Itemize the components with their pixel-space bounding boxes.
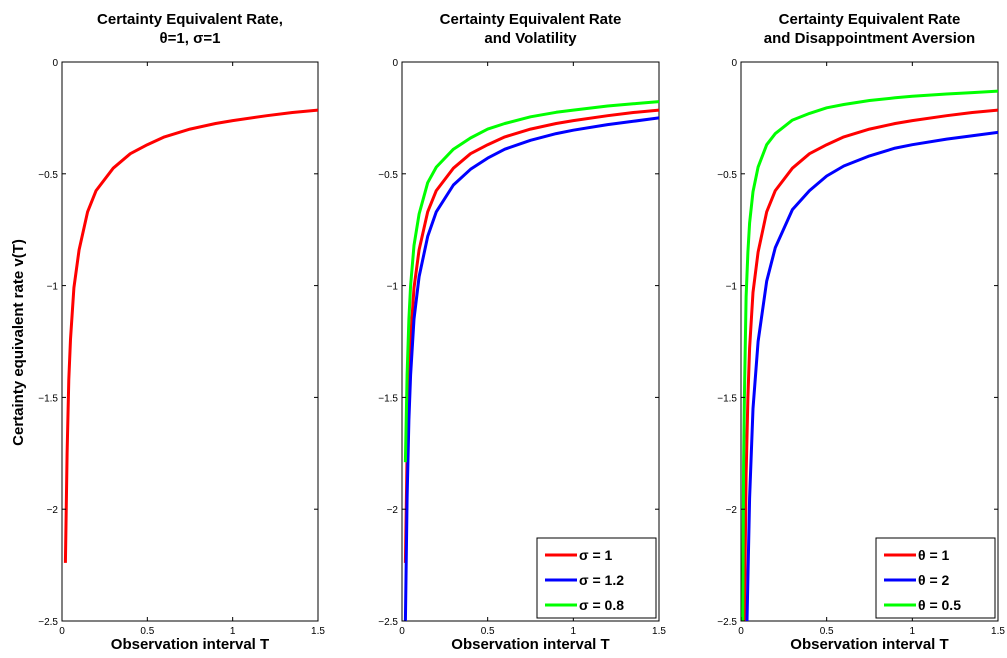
x-tick-label: 1.5 <box>652 626 666 637</box>
chart-3: 0 0.5 1 1.5 −2.5 −2 −1.5 −1 −0.5 0 Certainty Equiv… <box>717 11 1005 653</box>
series-line-3 <box>403 100 659 463</box>
x-tick-label: 1 <box>910 626 916 637</box>
chart-1: 0 0.5 1 1.5 −2.5 −2 −1.5 −1 −0.5 0 Certainty Equiv… <box>10 11 325 653</box>
plot-area <box>401 61 660 622</box>
legend-entry: σ = 1.2 <box>579 572 624 588</box>
y-tick-label: 0 <box>52 58 58 69</box>
legend-entry: σ = 1 <box>579 547 613 563</box>
y-tick-label: −2.5 <box>38 617 58 628</box>
x-tick-label: 0.5 <box>820 626 834 637</box>
x-tick-label: 1 <box>230 626 236 637</box>
x-tick-label: 0 <box>59 626 65 637</box>
x-tick-label: 0.5 <box>481 626 495 637</box>
x-axis-label: Observation interval T <box>451 636 609 653</box>
chart-title-line-2: and Volatility <box>484 30 577 47</box>
x-axis-label: Observation interval T <box>790 636 948 653</box>
y-tick-label: −1.5 <box>717 393 737 404</box>
y-tick-label: −0.5 <box>378 170 398 181</box>
legend: θ = 1 θ = 2 θ = 0.5 <box>875 537 996 619</box>
y-tick-label: −0.5 <box>38 170 58 181</box>
y-tick-label: 0 <box>392 58 398 69</box>
y-tick-label: −2 <box>726 505 738 516</box>
x-axis-label: Observation interval T <box>111 636 269 653</box>
y-tick-label: −2 <box>387 505 399 516</box>
series-line-2 <box>403 116 659 621</box>
chart-title-line-1: Certainty Equivalent Rate <box>779 11 961 28</box>
legend: σ = 1 σ = 1.2 σ = 0.8 <box>536 537 657 619</box>
y-tick-label: −1 <box>726 282 738 293</box>
x-tick-label: 1 <box>571 626 577 637</box>
series-line-3 <box>741 89 998 621</box>
chart-title-line-2: and Disappointment Aversion <box>764 30 975 47</box>
legend-entry: σ = 0.8 <box>579 597 624 613</box>
series-line-1 <box>403 108 659 563</box>
x-tick-label: 0 <box>399 626 405 637</box>
chart-2: 0 0.5 1 1.5 −2.5 −2 −1.5 −1 −0.5 0 Certainty Equiv… <box>378 11 666 653</box>
x-tick-label: 1.5 <box>991 626 1005 637</box>
y-tick-label: −1 <box>47 282 59 293</box>
y-tick-label: −2.5 <box>717 617 737 628</box>
y-tick-label: −0.5 <box>717 170 737 181</box>
legend-entry: θ = 0.5 <box>918 597 961 613</box>
chart-title-line-1: Certainty Equivalent Rate, <box>97 11 283 28</box>
y-tick-label: −1.5 <box>38 393 58 404</box>
chart-title-line-2: θ=1, σ=1 <box>160 30 221 47</box>
y-tick-label: −1 <box>387 282 399 293</box>
series-line-1 <box>63 108 318 563</box>
x-tick-label: 1.5 <box>311 626 325 637</box>
chart-title-line-1: Certainty Equivalent Rate <box>440 11 622 28</box>
plot-area <box>61 61 319 622</box>
plot-area <box>740 61 999 622</box>
series-line-2 <box>745 130 998 621</box>
y-tick-label: 0 <box>731 58 737 69</box>
legend-entry: θ = 2 <box>918 572 950 588</box>
legend-entry: θ = 1 <box>918 547 950 563</box>
y-axis-label: Certainty equivalent rate v(T) <box>10 239 27 446</box>
series-line-1 <box>742 108 998 621</box>
y-tick-label: −1.5 <box>378 393 398 404</box>
x-tick-label: 0 <box>738 626 744 637</box>
x-tick-label: 0.5 <box>140 626 154 637</box>
y-tick-label: −2.5 <box>378 617 398 628</box>
y-tick-label: −2 <box>47 505 59 516</box>
